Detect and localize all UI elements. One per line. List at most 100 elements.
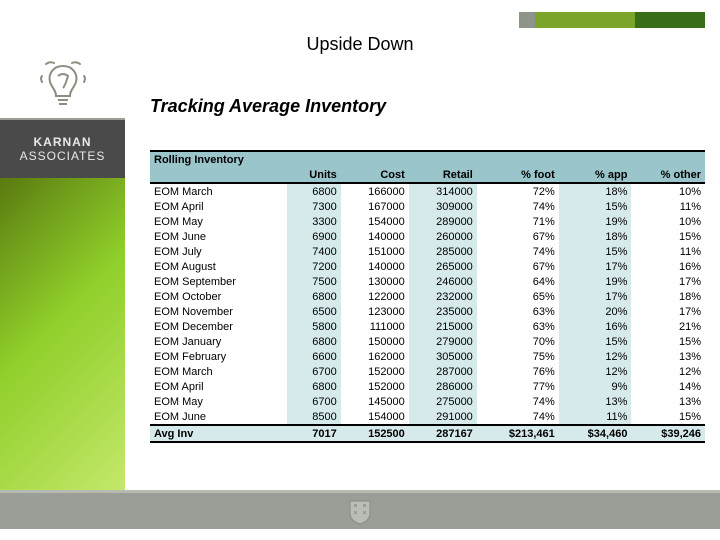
table-cell: 74% — [477, 394, 559, 409]
table-cell: 17% — [559, 259, 632, 274]
table-cell: 18% — [559, 229, 632, 244]
table-cell: 6800 — [287, 289, 341, 304]
table-cell: 17% — [631, 274, 705, 289]
table-row: EOM April680015200028600077%9%14% — [150, 379, 705, 394]
table-cell: 18% — [631, 289, 705, 304]
table-cell: 145000 — [341, 394, 409, 409]
footer-cell: 152500 — [341, 425, 409, 441]
table-cell: 123000 — [341, 304, 409, 319]
table-cell: 16% — [631, 259, 705, 274]
table-cell: 67% — [477, 229, 559, 244]
footer-cell: Avg Inv — [150, 425, 287, 441]
table-cell: 12% — [559, 364, 632, 379]
table-cell: 130000 — [341, 274, 409, 289]
table-cell: 7300 — [287, 199, 341, 214]
accent-square — [519, 12, 535, 28]
table-row: EOM July740015100028500074%15%11% — [150, 244, 705, 259]
table-cell: 6800 — [287, 379, 341, 394]
table-cell: 291000 — [409, 409, 477, 425]
table-cell: 5800 — [287, 319, 341, 334]
table-row: EOM April730016700030900074%15%11% — [150, 199, 705, 214]
lightbulb-icon — [38, 58, 88, 108]
table-cell: 3300 — [287, 214, 341, 229]
table-cell: EOM December — [150, 319, 287, 334]
table-cell: EOM August — [150, 259, 287, 274]
brand-line1: KARNAN — [34, 135, 92, 149]
table-cell: 16% — [559, 319, 632, 334]
subtitle: Tracking Average Inventory — [150, 96, 386, 117]
table-row: EOM March680016600031400072%18%10% — [150, 183, 705, 199]
sidebar: KARNAN ASSOCIATES — [0, 48, 125, 493]
table-cell: 167000 — [341, 199, 409, 214]
table-cell: 15% — [559, 244, 632, 259]
table-cell: 13% — [631, 394, 705, 409]
table-cell: 305000 — [409, 349, 477, 364]
col-header: % other — [631, 167, 705, 183]
table-row: EOM September750013000024600064%19%17% — [150, 274, 705, 289]
table-cell: 140000 — [341, 229, 409, 244]
table-cell: 11% — [631, 244, 705, 259]
table-cell: EOM March — [150, 183, 287, 199]
col-header — [150, 167, 287, 183]
table-cell: 215000 — [409, 319, 477, 334]
table-cell: 19% — [559, 214, 632, 229]
table-cell: 20% — [559, 304, 632, 319]
table-cell: 6700 — [287, 364, 341, 379]
table-cell: 12% — [631, 364, 705, 379]
table-cell: EOM March — [150, 364, 287, 379]
crest-icon — [346, 497, 374, 525]
table-cell: 17% — [631, 304, 705, 319]
table-cell: 111000 — [341, 319, 409, 334]
table-cell: 15% — [631, 229, 705, 244]
table-cell: 275000 — [409, 394, 477, 409]
table-cell: 71% — [477, 214, 559, 229]
table-cell: 166000 — [341, 183, 409, 199]
table-cell: 9% — [559, 379, 632, 394]
table-cell: 150000 — [341, 334, 409, 349]
footer-cell: $213,461 — [477, 425, 559, 441]
table-cell: 17% — [559, 289, 632, 304]
footer-cell: 287167 — [409, 425, 477, 441]
col-header: % app — [559, 167, 632, 183]
table-cell: EOM April — [150, 199, 287, 214]
table-cell: 154000 — [341, 214, 409, 229]
table-row: EOM June850015400029100074%11%15% — [150, 409, 705, 425]
table-cell: 287000 — [409, 364, 477, 379]
table-cell: EOM November — [150, 304, 287, 319]
table-cell: EOM April — [150, 379, 287, 394]
table-cell: 154000 — [341, 409, 409, 425]
table-cell: 10% — [631, 183, 705, 199]
table-cell: 21% — [631, 319, 705, 334]
table-cell: 65% — [477, 289, 559, 304]
table-cell: 6700 — [287, 394, 341, 409]
table-cell: 309000 — [409, 199, 477, 214]
table-cell: 289000 — [409, 214, 477, 229]
table-cell: 74% — [477, 199, 559, 214]
table-cell: 75% — [477, 349, 559, 364]
accent-square — [635, 12, 705, 28]
table-cell: 72% — [477, 183, 559, 199]
col-header: Units — [287, 167, 341, 183]
table-cell: 6800 — [287, 334, 341, 349]
table-cell: EOM May — [150, 394, 287, 409]
col-header: Cost — [341, 167, 409, 183]
table-cell: 12% — [559, 349, 632, 364]
table-cell: 314000 — [409, 183, 477, 199]
table-cell: 15% — [631, 409, 705, 425]
inventory-table: Rolling InventoryUnitsCostRetail% foot% … — [150, 150, 705, 443]
table-cell: 67% — [477, 259, 559, 274]
table-cell: 64% — [477, 274, 559, 289]
table-cell: 14% — [631, 379, 705, 394]
table-row: EOM May330015400028900071%19%10% — [150, 214, 705, 229]
table-cell: 122000 — [341, 289, 409, 304]
table-cell: 6500 — [287, 304, 341, 319]
table-row: EOM December580011100021500063%16%21% — [150, 319, 705, 334]
footer-cell: $39,246 — [631, 425, 705, 441]
table-row: EOM January680015000027900070%15%15% — [150, 334, 705, 349]
table-cell: 286000 — [409, 379, 477, 394]
table-cell: 13% — [559, 394, 632, 409]
table-cell: 15% — [631, 334, 705, 349]
table-cell: 7400 — [287, 244, 341, 259]
table-cell: 6800 — [287, 183, 341, 199]
table-cell: 140000 — [341, 259, 409, 274]
